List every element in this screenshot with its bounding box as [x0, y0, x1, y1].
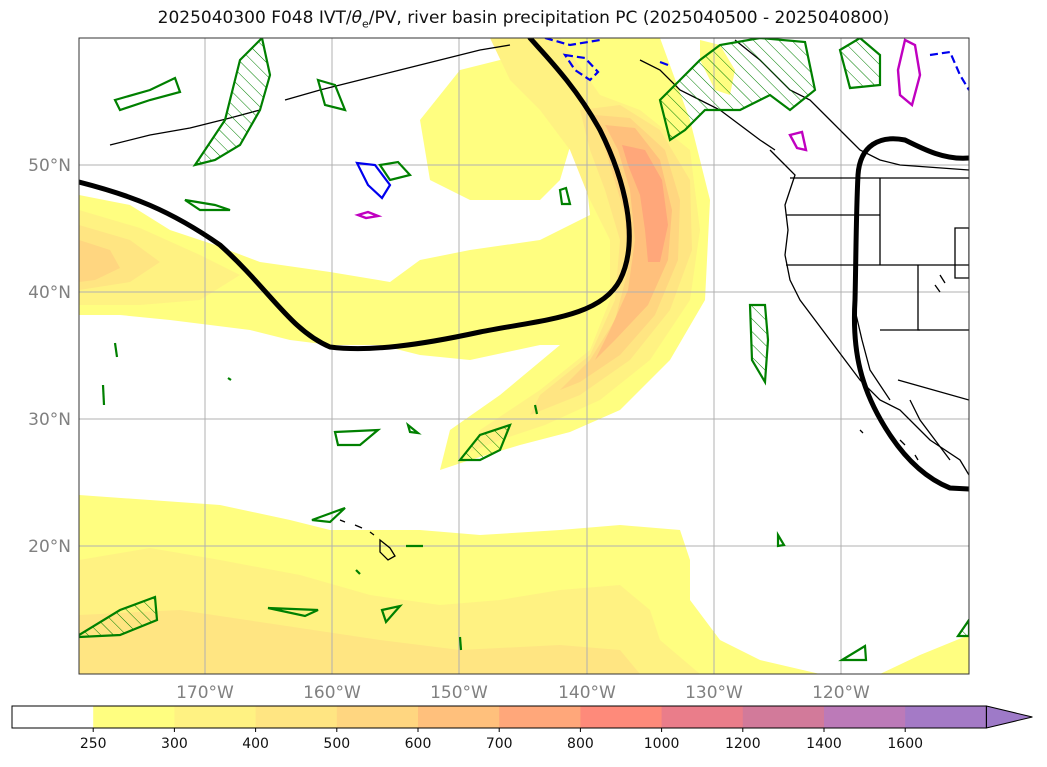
lat-label-20n: 20°N [28, 537, 71, 557]
colorbar-segment [661, 706, 744, 728]
colorbar-tick-label: 1600 [887, 736, 923, 752]
lat-label-40n: 40°N [28, 283, 71, 303]
colorbar-segment [905, 706, 987, 728]
colorbar-segment [742, 706, 825, 728]
colorbar-tick-label: 700 [486, 736, 513, 752]
colorbar-segment [93, 706, 175, 728]
lon-label-120w: 120°W [812, 683, 870, 703]
lat-label-50n: 50°N [28, 156, 71, 176]
dashed-neg-3 [929, 50, 969, 91]
dashed-neg-2 [562, 53, 600, 82]
longitude-labels: 170°W 160°W 150°W 140°W 130°W 120°W [176, 683, 870, 703]
ivt-contour-east [851, 136, 969, 492]
colorbar-tick-label: 250 [80, 736, 107, 752]
map-frame [78, 37, 970, 675]
colorbar-tick-label: 1200 [725, 736, 761, 752]
colorbar-segment [499, 706, 581, 728]
colorbar-segment [12, 706, 94, 728]
ivt-fill-250-se [880, 635, 969, 674]
lon-label-140w: 140°W [558, 683, 616, 703]
lon-label-170w: 170°W [176, 683, 234, 703]
colorbar-segment [580, 706, 663, 728]
chart-title: 2025040300 F048 IVT/θe/PV, river basin p… [157, 8, 890, 31]
ivt-contours [79, 38, 969, 492]
lon-label-130w: 130°W [685, 683, 743, 703]
colorbar-segment [824, 706, 906, 728]
map-plot-area [79, 38, 969, 674]
ivt-fill-700 [622, 145, 668, 262]
precip-negative-contours [355, 38, 969, 200]
ivt-fill-250 [79, 38, 710, 470]
ivt-fill-500-w [79, 240, 120, 282]
ivt-contour-west [79, 38, 632, 352]
colorbar-segment [174, 706, 257, 728]
lon-label-150w: 150°W [430, 683, 488, 703]
graticule [79, 38, 969, 674]
colorbar-tick-label: 1000 [644, 736, 680, 752]
pv-contours [354, 38, 922, 220]
ivt-fill-400-south [79, 610, 640, 674]
latitude-labels: 50°N 40°N 30°N 20°N [28, 156, 71, 557]
precip-positive-contours-small [101, 76, 868, 662]
colorbar-extend-arrow [985, 705, 1033, 729]
colorbar-segment [418, 706, 500, 728]
colorbar-tick-label: 1400 [806, 736, 842, 752]
colorbar-segment [255, 706, 338, 728]
colorbar-tick-label: 600 [405, 736, 432, 752]
dashed-neg-1 [544, 38, 601, 47]
precip-positive-contours [79, 38, 969, 639]
colorbar-tick-label: 300 [161, 736, 188, 752]
ivt-shading [79, 38, 969, 674]
colorbar-segment [336, 706, 419, 728]
colorbar-tick-label: 400 [242, 736, 269, 752]
lat-label-30n: 30°N [28, 410, 71, 430]
colorbar-tick-label: 800 [567, 736, 594, 752]
lon-label-160w: 160°W [303, 683, 361, 703]
colorbar-tick-label: 500 [323, 736, 350, 752]
colorbar: 250 300 400 500 600 700 800 1000 1200 1400 1600 [11, 705, 1033, 752]
